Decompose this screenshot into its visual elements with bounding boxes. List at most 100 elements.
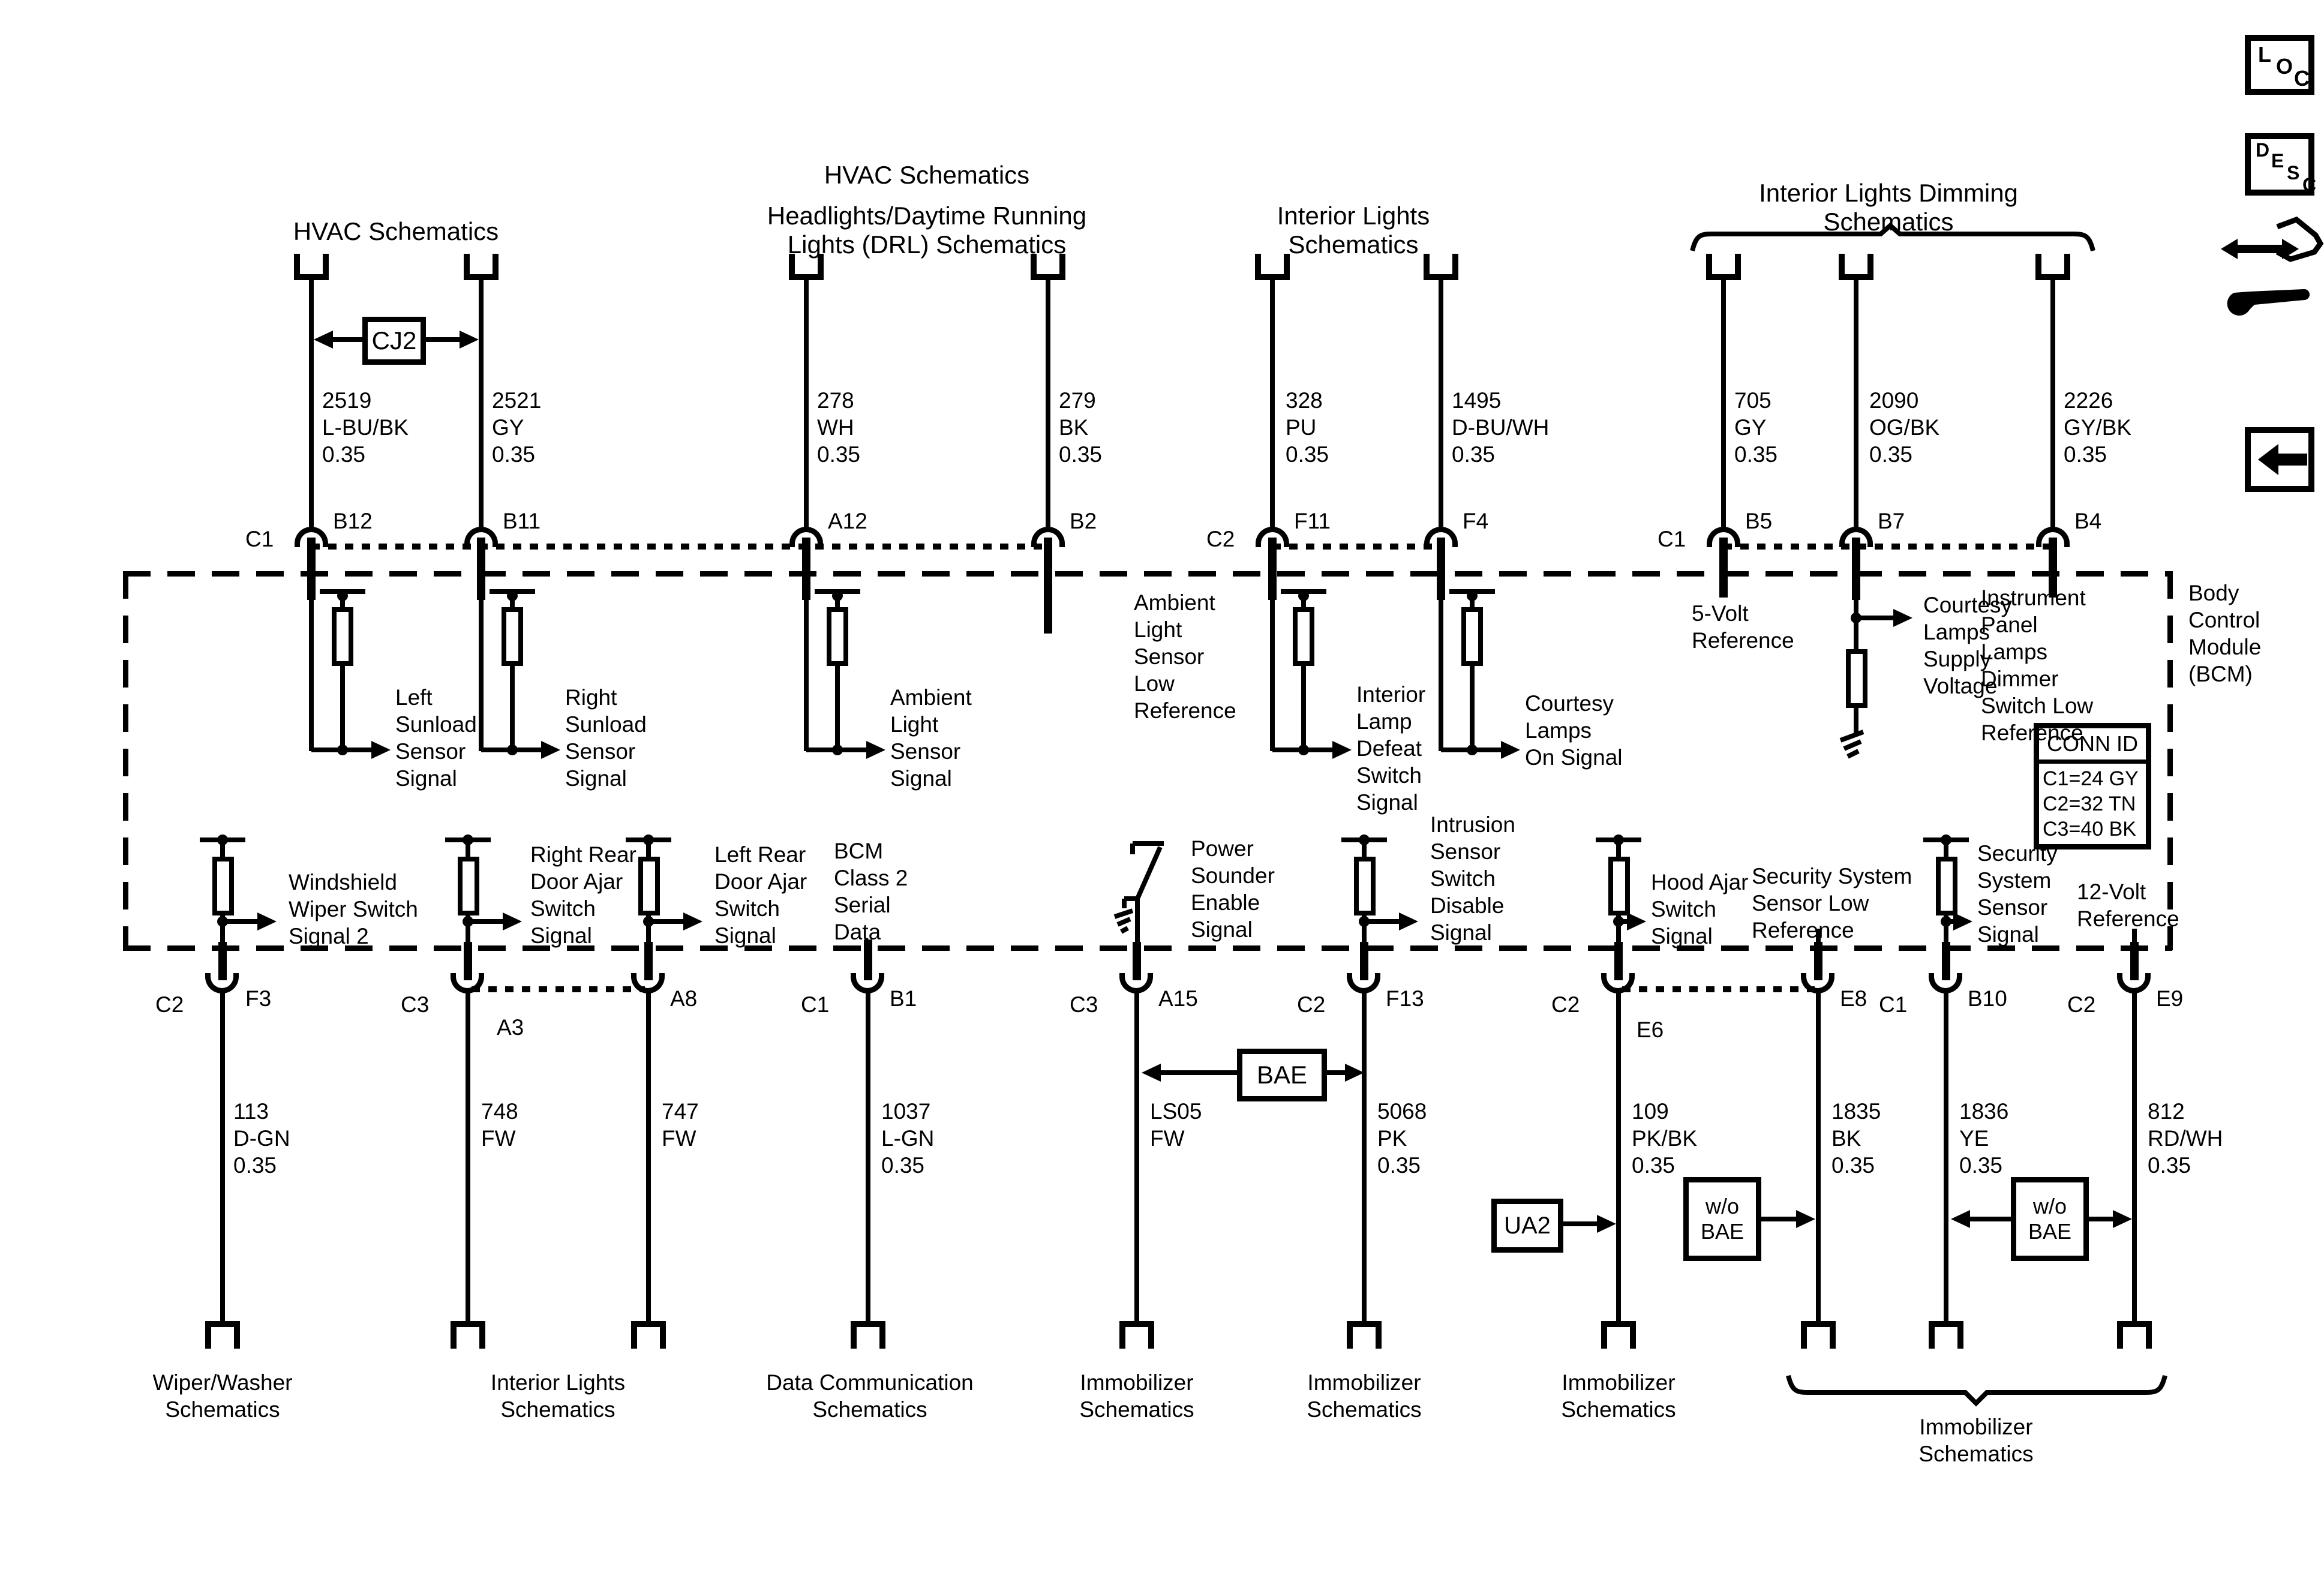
schematic-ref: Immobilizer Schematics: [1561, 1370, 1676, 1422]
circuit-label: 2519 L-BU/BK 0.35: [322, 388, 409, 467]
signal-label: Interior Lamp Defeat Switch Signal: [1356, 682, 1426, 815]
conn-label: C2: [1206, 527, 1235, 551]
terminal: [851, 1321, 885, 1349]
wo-bae-box: w/o BAE: [2011, 1177, 2089, 1261]
wo-bae-shaft: [2089, 1217, 2113, 1221]
conn-label: C2: [2067, 992, 2096, 1017]
pin-label: A15: [1158, 986, 1198, 1011]
bcm-label: Body Control Module (BCM): [2188, 581, 2262, 686]
circuit-label: 5068 PK 0.35: [1377, 1099, 1427, 1178]
wire: [1046, 279, 1050, 528]
wire: [1362, 990, 1367, 1321]
junction-dot: [832, 745, 843, 755]
schematic-ref: Wiper/Washer Schematics: [152, 1370, 293, 1422]
circuit-label: 109 PK/BK 0.35: [1632, 1099, 1697, 1178]
pin-label: E6: [1637, 1017, 1664, 1042]
resistor: [827, 607, 848, 666]
conn-id-box: CONN ID C1=24 GY C2=32 TN C3=40 BK: [2034, 723, 2151, 849]
pin-label: B1: [890, 986, 917, 1011]
terminal: [205, 1321, 240, 1349]
desc-letter: E: [2271, 150, 2284, 172]
title-drl: Headlights/Daytime Running Lights (DRL) …: [767, 202, 1087, 259]
signal-arrow: [371, 741, 391, 759]
cj2-arrow-right: [460, 331, 479, 349]
switch-to-ground-icon: [1113, 841, 1164, 947]
pin-label: F4: [1463, 509, 1489, 533]
bcm-border-bottom: [123, 945, 2172, 951]
resistor: [502, 607, 523, 666]
back-button[interactable]: [2245, 427, 2314, 492]
bae-shaft: [1327, 1070, 1345, 1075]
wo-bae-shaft: [1761, 1217, 1796, 1221]
conn-id-title: CONN ID: [2039, 728, 2146, 764]
pin-label: E9: [2156, 986, 2184, 1011]
arrow-shaft: [648, 919, 683, 924]
circuit-label: 705 GY 0.35: [1734, 388, 1778, 467]
signal-label: Courtesy Lamps On Signal: [1525, 691, 1623, 770]
wire: [804, 600, 809, 751]
circuit-label: 113 D-GN 0.35: [233, 1099, 290, 1178]
junction-dot: [1467, 745, 1478, 755]
wo-bae-box: w/o BAE: [1683, 1177, 1761, 1261]
signal-label: Left Sunload Sensor Signal: [395, 685, 477, 791]
signal-label: Right Rear Door Ajar Switch Signal: [530, 842, 636, 948]
terminal: [1601, 1321, 1636, 1349]
connector-dotted-line: [1622, 986, 1815, 992]
signal-arrow: [541, 741, 560, 759]
arrow-shaft: [1856, 616, 1893, 620]
signal-arrow: [1332, 741, 1352, 759]
resistor: [1936, 857, 1957, 915]
conn-label: C2: [1551, 992, 1580, 1017]
conn-label: C1: [245, 527, 274, 551]
loc-button[interactable]: L O C: [2245, 35, 2314, 95]
desc-letter: C: [2302, 174, 2317, 196]
connector-dotted-line: [1724, 544, 2053, 550]
resistor: [638, 857, 660, 915]
cj2-shaft: [426, 337, 460, 342]
wo-bae-arrow: [1796, 1210, 1815, 1228]
ua2-shaft: [1563, 1221, 1597, 1226]
ua2-box: UA2: [1491, 1199, 1563, 1253]
pin-label: E8: [1840, 986, 1867, 1011]
terminal: [1255, 254, 1290, 280]
bae-arrow-right: [1345, 1064, 1364, 1082]
signal-label: 12-Volt Reference: [2077, 879, 2179, 931]
bae-box: BAE: [1237, 1049, 1327, 1101]
pin-stub: [1360, 942, 1368, 980]
terminal: [789, 254, 824, 280]
pin-stub: [1044, 538, 1052, 634]
signal-arrow: [503, 912, 522, 930]
wire: [309, 600, 314, 751]
wire: [1616, 990, 1621, 1321]
pin-stub: [477, 538, 485, 600]
circuit-label: 279 BK 0.35: [1059, 388, 1103, 467]
signal-arrow: [1501, 741, 1520, 759]
desc-button[interactable]: D E S C: [2245, 133, 2317, 196]
pin-label: B2: [1070, 509, 1097, 533]
resistor: [1293, 607, 1314, 666]
signal-label: BCM Class 2 Serial Data: [834, 839, 908, 944]
wire: [646, 990, 651, 1321]
immobilizer-brace: [1786, 1374, 2167, 1407]
pin-stub: [1614, 942, 1623, 980]
resistor: [332, 607, 353, 666]
wire: [220, 990, 225, 1321]
wire: [1270, 600, 1275, 751]
circuit-label: 2521 GY 0.35: [492, 388, 542, 467]
conn-label: C2: [1297, 992, 1326, 1017]
circuit-label: 2090 OG/BK 0.35: [1869, 388, 1940, 467]
circuit-label: 1835 BK 0.35: [1831, 1099, 1881, 1178]
schematic-ref: Data Communication Schematics: [766, 1370, 974, 1422]
signal-label: Courtesy Lamps Supply Voltage: [1923, 593, 2013, 698]
wrench-arrow-icon[interactable]: [2220, 216, 2324, 327]
bae-shaft: [1158, 1070, 1237, 1075]
connector-arc: [789, 527, 823, 547]
pin-label: F11: [1294, 509, 1331, 533]
arrow-shaft: [1364, 919, 1399, 924]
signal-label: Security System Sensor Low Reference: [1752, 864, 1912, 942]
cj2-arrow-left: [314, 331, 333, 349]
connector-dotted-line: [311, 544, 1048, 550]
cj2-box: CJ2: [362, 317, 426, 365]
schematic-ref: Immobilizer Schematics: [1918, 1415, 2034, 1466]
connector-arc: [1256, 527, 1289, 547]
